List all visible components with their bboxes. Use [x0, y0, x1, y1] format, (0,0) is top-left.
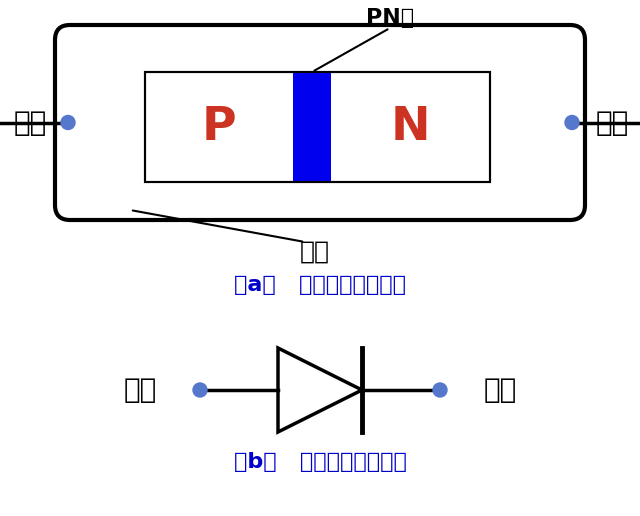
Text: （b）   二极管的电路符号: （b） 二极管的电路符号: [234, 452, 406, 472]
Text: 外壳: 外壳: [300, 240, 330, 264]
Text: P: P: [202, 105, 236, 150]
Text: N: N: [390, 105, 430, 150]
Bar: [145, 72, 490, 182]
Bar: [293, 72, 331, 182]
Circle shape: [193, 383, 207, 397]
Bar: [145, 72, 490, 182]
Text: 正极: 正极: [124, 376, 157, 404]
Circle shape: [565, 116, 579, 130]
Text: （a）   二极管结构示意图: （a） 二极管结构示意图: [234, 275, 406, 295]
Polygon shape: [278, 348, 362, 432]
Text: 正极: 正极: [13, 108, 47, 137]
Circle shape: [433, 383, 447, 397]
Text: 负极: 负极: [595, 108, 628, 137]
Text: PN结: PN结: [366, 8, 414, 28]
Text: 负极: 负极: [483, 376, 516, 404]
FancyBboxPatch shape: [55, 25, 585, 220]
Circle shape: [61, 116, 75, 130]
